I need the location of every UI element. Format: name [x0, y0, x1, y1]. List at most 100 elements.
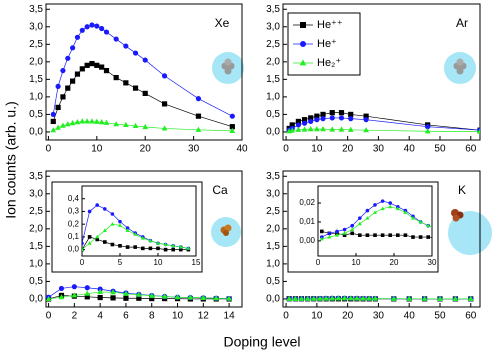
marker — [104, 29, 109, 34]
marker — [196, 96, 201, 101]
x-tick-label: 0 — [46, 311, 52, 322]
marker — [114, 75, 119, 80]
y-tick-label: 0,0 — [266, 127, 280, 138]
marker — [196, 127, 202, 132]
marker — [143, 91, 148, 96]
marker — [85, 24, 90, 29]
marker — [358, 233, 362, 237]
y-tick-label: 1,0 — [266, 92, 280, 103]
marker — [314, 126, 320, 131]
marker — [111, 243, 115, 247]
panel-label: K — [458, 183, 466, 197]
y-tick-label: 0,01 — [299, 217, 315, 226]
y-tick-label: 0,00 — [299, 236, 315, 245]
data-area — [286, 295, 473, 301]
marker — [55, 105, 60, 110]
x-tick-label: 8 — [149, 311, 155, 322]
marker — [89, 22, 94, 27]
y-tick-label: 1,5 — [29, 241, 43, 252]
marker — [50, 127, 56, 132]
marker — [94, 63, 99, 68]
marker — [94, 119, 100, 124]
y-tick-label: 2,5 — [266, 39, 280, 50]
x-tick-label: 10 — [154, 258, 163, 267]
marker — [99, 26, 104, 31]
marker — [230, 114, 235, 119]
y-tick-label: 3,0 — [29, 21, 43, 32]
y-tick-label: 0,5 — [29, 276, 43, 287]
y-tick-label: 3,5 — [266, 171, 280, 182]
x-tick-label: 40 — [404, 311, 416, 322]
marker — [123, 43, 128, 48]
ca-icon — [211, 217, 241, 247]
x-axis-label: Doping level — [223, 334, 300, 350]
marker — [308, 126, 314, 131]
marker — [85, 63, 90, 68]
y-tick-label: 3,0 — [266, 21, 280, 32]
legend-label: He⁺ — [317, 38, 337, 50]
marker — [339, 126, 345, 131]
y-tick-label: 2,5 — [29, 39, 43, 50]
marker — [411, 235, 415, 239]
marker — [103, 240, 107, 244]
marker — [60, 68, 65, 73]
x-tick-label: 4 — [97, 311, 103, 322]
marker — [329, 126, 335, 131]
marker — [143, 57, 148, 62]
y-tick-label: 1,0 — [29, 92, 43, 103]
marker — [84, 118, 90, 123]
y-tick-label: 0,0 — [68, 245, 80, 254]
marker — [55, 84, 60, 89]
marker — [396, 233, 400, 237]
marker — [89, 118, 95, 123]
marker — [366, 209, 370, 213]
x-tick-label: 0 — [283, 144, 289, 155]
marker — [314, 117, 319, 122]
marker — [80, 28, 85, 33]
x-tick-label: 60 — [465, 144, 477, 155]
y-tick-label: 2,5 — [266, 206, 280, 217]
marker — [343, 228, 347, 232]
marker — [85, 285, 90, 290]
marker — [99, 64, 104, 69]
y-tick-label: 3,5 — [29, 4, 43, 15]
x-tick-label: 0 — [283, 311, 289, 322]
marker — [330, 110, 335, 115]
y-tick-label: 2,0 — [29, 223, 43, 234]
marker — [350, 224, 354, 228]
marker — [94, 23, 99, 28]
series-line — [289, 298, 471, 299]
y-tick-label: 0,5 — [266, 109, 280, 120]
marker — [373, 203, 377, 207]
marker — [99, 119, 105, 124]
inset-background — [288, 182, 438, 272]
x-tick-label: 0 — [80, 258, 85, 267]
y-tick-label: 1,0 — [29, 259, 43, 270]
marker — [320, 126, 326, 131]
legend-label: He₂⁺ — [317, 57, 341, 69]
y-tick-label: 3,5 — [266, 4, 280, 15]
xe-icon — [212, 52, 244, 84]
marker — [164, 248, 168, 252]
y-tick-label: 1,5 — [266, 74, 280, 85]
marker — [118, 220, 122, 224]
marker — [328, 231, 332, 235]
marker — [425, 128, 431, 133]
marker — [350, 231, 354, 235]
marker — [330, 115, 335, 120]
marker — [296, 127, 302, 132]
marker — [381, 233, 385, 237]
y-axis-label: Ion counts (arb. u.) — [3, 101, 19, 219]
marker — [373, 233, 377, 237]
marker — [300, 41, 306, 47]
marker — [162, 101, 167, 106]
marker — [302, 126, 308, 131]
marker — [133, 50, 138, 55]
marker — [156, 247, 160, 251]
marker — [363, 127, 369, 132]
marker — [133, 245, 137, 249]
marker — [104, 68, 109, 73]
marker — [171, 248, 175, 252]
marker — [141, 247, 145, 251]
